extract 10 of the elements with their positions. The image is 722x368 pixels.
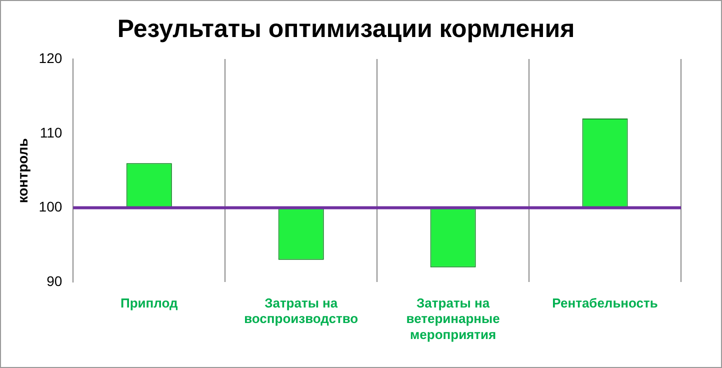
x-tick-label: Затраты на воспроизводство — [244, 296, 358, 326]
x-tick-label: Приплод — [120, 296, 178, 311]
x-tick-label: Рентабельность — [552, 296, 658, 311]
chart-title: Результаты оптимизации кормления — [117, 14, 575, 43]
y-tick-label: 120 — [38, 50, 62, 66]
y-tick-label: 100 — [38, 198, 62, 215]
y-tick-label: 110 — [40, 124, 62, 140]
y-axis-title: контроль — [14, 138, 30, 204]
x-tick-label: Затраты на ветеринарные мероприятия — [406, 296, 500, 342]
y-tick-label: 90 — [46, 273, 62, 290]
